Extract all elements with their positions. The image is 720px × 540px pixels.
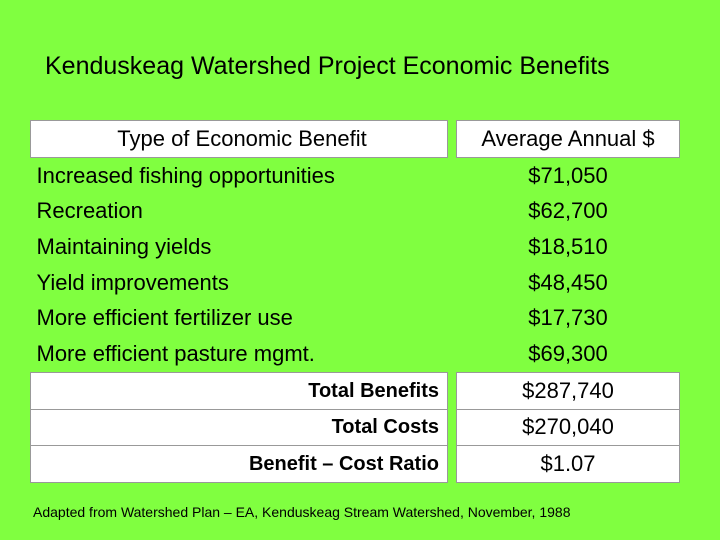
table-header-row: Type of Economic Benefit Average Annual … [30,120,680,158]
header-average-annual: Average Annual $ [456,120,680,158]
total-benefits-value: $287,740 [456,371,680,410]
table-row: More efficient pasture mgmt. $69,300 [31,336,680,373]
benefit-value: $71,050 [528,162,608,188]
source-note: Adapted from Watershed Plan – EA, Kendus… [33,504,571,520]
total-costs-label: Total Costs [30,408,448,447]
benefit-name: More efficient fertilizer use [36,305,293,331]
total-benefits-label: Total Benefits [30,371,448,410]
table-row: Yield improvements $48,450 [31,264,680,301]
benefit-cost-ratio-row: Benefit – Cost Ratio $1.07 [30,445,680,483]
benefit-name: Yield improvements [36,269,229,295]
benefit-name: Maintaining yields [36,233,212,259]
slide-title: Kenduskeag Watershed Project Economic Be… [45,52,610,80]
total-costs-value: $270,040 [456,408,680,447]
table-row: Increased fishing opportunities $71,050 [31,157,680,194]
benefit-name: Increased fishing opportunities [36,162,335,188]
column-gap [447,120,457,158]
total-costs-row: Total Costs $270,040 [30,408,680,447]
benefit-name: More efficient pasture mgmt. [36,340,315,366]
benefit-name: Recreation [36,198,143,224]
benefit-cost-ratio-label: Benefit – Cost Ratio [30,445,448,483]
benefit-value: $62,700 [528,198,608,224]
header-benefit-type: Type of Economic Benefit [30,120,448,158]
benefit-value: $69,300 [528,340,608,366]
table-row: Recreation $62,700 [31,193,680,230]
benefit-value: $18,510 [528,233,608,259]
benefit-value: $48,450 [528,269,608,295]
total-benefits-row: Total Benefits $287,740 [30,371,680,410]
benefits-table: Type of Economic Benefit Average Annual … [30,120,680,483]
table-row: More efficient fertilizer use $17,730 [31,300,680,337]
table-row: Maintaining yields $18,510 [31,229,680,265]
benefit-value: $17,730 [528,305,608,331]
benefit-cost-ratio-value: $1.07 [456,445,680,483]
